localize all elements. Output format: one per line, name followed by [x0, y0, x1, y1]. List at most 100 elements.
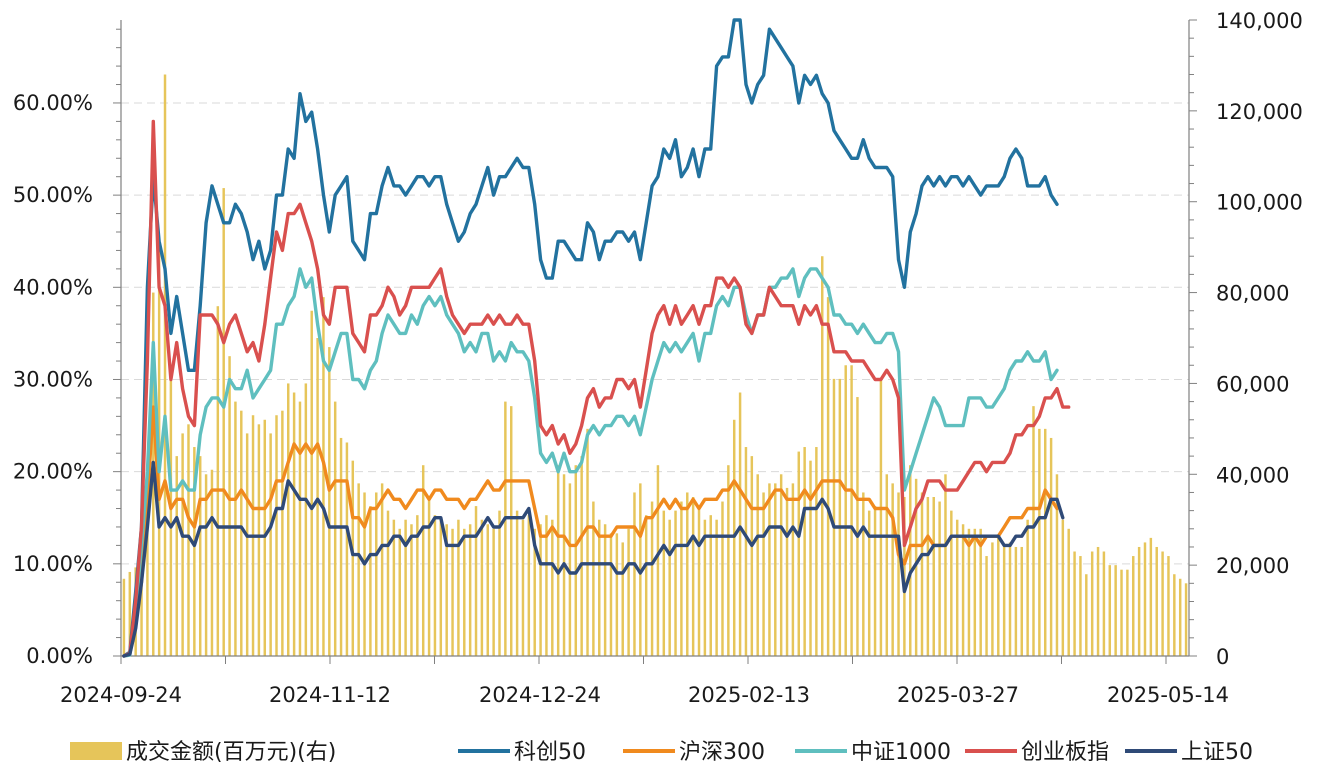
volume-bar — [281, 410, 284, 656]
volume-bar — [245, 433, 249, 656]
volume-bar — [292, 392, 296, 656]
volume-bar — [1049, 437, 1053, 656]
volume-bar — [938, 501, 941, 656]
right-axis-label: 120,000 — [1216, 100, 1303, 124]
volume-bar — [539, 524, 542, 656]
volume-bar — [345, 442, 349, 656]
volume-bar — [1043, 428, 1047, 656]
volume-bar — [474, 506, 478, 656]
volume-bar — [768, 483, 771, 656]
volume-bar — [756, 474, 759, 656]
volume-bar — [193, 447, 196, 656]
right-axis-label: 100,000 — [1216, 191, 1303, 215]
volume-bar — [674, 510, 677, 656]
x-axis-label: 2024-12-24 — [479, 683, 601, 707]
volume-bar — [838, 378, 842, 656]
right-axis-label: 40,000 — [1216, 463, 1289, 487]
volume-bar — [1008, 542, 1012, 656]
volume-bar — [856, 397, 859, 656]
legend-label: 上证50 — [1181, 740, 1253, 765]
volume-bar — [1079, 556, 1082, 656]
volume-bar — [656, 465, 660, 656]
volume-bar — [715, 519, 718, 656]
volume-bar — [163, 74, 167, 656]
volume-bar — [287, 383, 290, 656]
volume-bar — [985, 556, 988, 656]
volume-bar — [1132, 556, 1135, 656]
volume-bar — [961, 524, 965, 656]
volume-bar — [662, 510, 666, 656]
volume-bar — [568, 483, 572, 656]
volume-bar — [650, 501, 654, 656]
left-axis-label: 10.00% — [13, 552, 93, 576]
volume-bar — [457, 519, 460, 656]
volume-bar — [697, 506, 701, 656]
volume-bar — [815, 447, 818, 656]
volume-bar — [785, 487, 789, 656]
volume-bar — [944, 474, 947, 656]
volume-bar — [598, 519, 601, 656]
volume-bar — [1090, 551, 1094, 656]
volume-bar — [574, 465, 578, 656]
left-axis-label: 60.00% — [13, 91, 93, 115]
volume-bar — [750, 456, 754, 656]
volume-bar — [392, 519, 396, 656]
left-axis-label: 50.00% — [13, 183, 93, 207]
volume-bar — [879, 378, 883, 656]
volume-bar — [1020, 546, 1023, 656]
volume-bar — [580, 456, 583, 656]
volume-bar — [1149, 537, 1153, 656]
volume-bar — [991, 542, 994, 656]
volume-bar — [298, 401, 302, 656]
volume-bar — [1032, 406, 1035, 656]
volume-bar — [1061, 519, 1065, 656]
volume-bar — [480, 519, 484, 656]
volume-bar — [386, 510, 390, 656]
volume-bar — [867, 510, 871, 656]
volume-bar — [369, 506, 372, 656]
series-line — [122, 460, 1065, 658]
volume-bar — [920, 492, 924, 656]
volume-bar — [797, 451, 801, 656]
volume-bar — [504, 401, 507, 656]
line-layer — [122, 18, 1071, 658]
volume-bar — [1055, 474, 1059, 656]
volume-bar — [1184, 583, 1188, 656]
volume-bar — [821, 256, 824, 656]
volume-bar — [592, 501, 595, 656]
volume-bar — [1161, 551, 1164, 656]
volume-bar — [603, 524, 607, 656]
volume-bar — [844, 365, 847, 656]
volume-bar — [1155, 546, 1158, 656]
volume-bar — [556, 465, 560, 656]
volume-bar — [175, 456, 178, 656]
volume-bar — [891, 483, 894, 656]
volume-bar — [375, 492, 378, 656]
legend-label: 创业板指 — [1021, 740, 1109, 765]
volume-bar — [380, 483, 384, 656]
volume-bar — [1002, 546, 1006, 656]
volume-bar — [328, 347, 331, 656]
volume-bar — [269, 433, 272, 656]
volume-bar — [850, 365, 853, 656]
right-axis-label: 140,000 — [1216, 9, 1303, 33]
volume-bar — [1178, 578, 1182, 656]
legend-label: 成交金额(百万元)(右) — [126, 740, 336, 765]
right-axis-label: 20,000 — [1216, 554, 1289, 578]
volume-bar — [351, 460, 355, 656]
legend-label: 科创50 — [514, 740, 586, 765]
volume-bar — [451, 528, 454, 656]
volume-bar — [509, 406, 513, 656]
volume-bar — [222, 188, 225, 657]
series-line — [122, 18, 1059, 658]
volume-bar — [897, 492, 900, 656]
left-axis-label: 40.00% — [13, 275, 93, 299]
volume-bar — [738, 392, 742, 656]
volume-bar — [257, 424, 261, 656]
volume-bar — [310, 310, 313, 656]
volume-bar — [416, 515, 419, 656]
volume-bar — [615, 533, 619, 656]
volume-bar — [609, 533, 613, 656]
volume-bar — [955, 519, 959, 656]
left-axis-label: 20.00% — [13, 460, 93, 484]
